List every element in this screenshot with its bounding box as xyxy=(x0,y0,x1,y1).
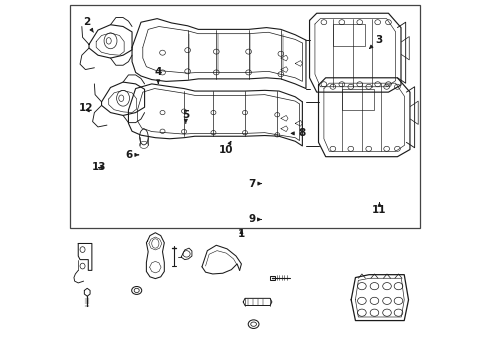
Text: 5: 5 xyxy=(182,111,190,123)
Bar xyxy=(70,5,420,228)
Bar xyxy=(342,89,374,110)
Text: 12: 12 xyxy=(79,103,94,113)
Text: 11: 11 xyxy=(372,203,387,216)
Text: 8: 8 xyxy=(291,129,305,138)
Text: 10: 10 xyxy=(219,141,234,154)
Text: 3: 3 xyxy=(369,35,382,48)
Text: 13: 13 xyxy=(92,162,106,172)
Text: 7: 7 xyxy=(248,179,261,189)
Text: 4: 4 xyxy=(154,67,162,83)
Text: 2: 2 xyxy=(83,17,94,32)
Text: 1: 1 xyxy=(238,229,245,239)
Bar xyxy=(333,24,365,45)
Bar xyxy=(270,276,275,280)
Text: 9: 9 xyxy=(248,215,261,224)
Text: 6: 6 xyxy=(126,150,139,160)
